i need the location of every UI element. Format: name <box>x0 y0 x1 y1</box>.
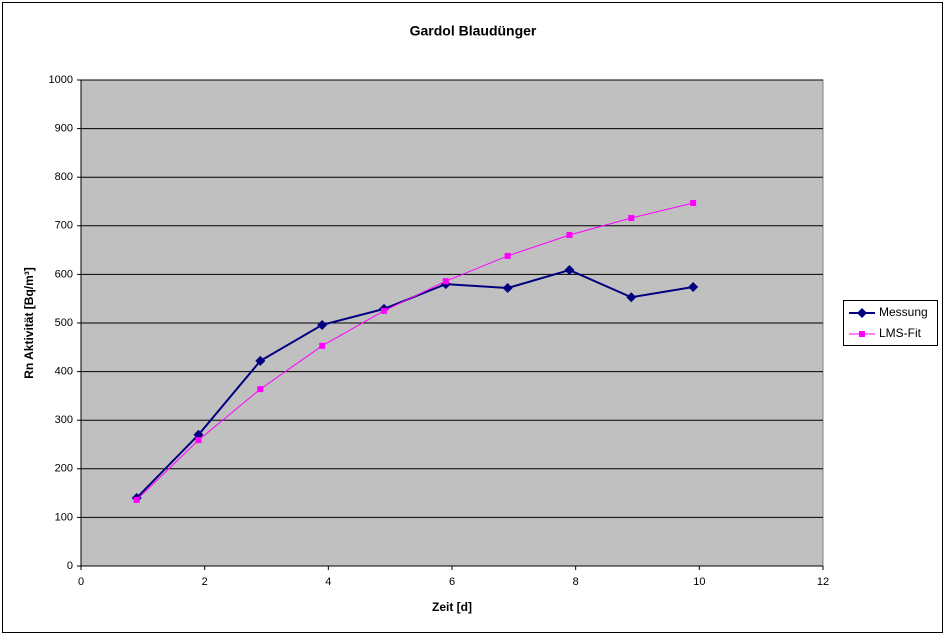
y-tick-label: 500 <box>55 317 73 329</box>
x-tick-label: 0 <box>78 576 84 588</box>
x-tick-label: 2 <box>202 576 208 588</box>
legend-marker <box>859 331 865 337</box>
data-point <box>255 355 266 366</box>
data-point <box>564 265 575 276</box>
data-point <box>380 307 387 314</box>
y-tick-label: 700 <box>55 220 73 232</box>
legend-label: LMS-Fit <box>879 326 922 340</box>
y-tick-label: 900 <box>55 123 73 135</box>
y-tick-label: 100 <box>55 511 73 523</box>
data-point <box>319 342 326 349</box>
series-line <box>136 202 694 501</box>
y-tick-label: 600 <box>55 268 73 280</box>
chart-title: Gardol Blaudünger <box>410 23 537 39</box>
x-axis-label: Zeit [d] <box>432 600 472 614</box>
data-point <box>317 319 328 330</box>
data-point <box>502 283 513 294</box>
legend-marker <box>857 308 867 318</box>
data-point <box>690 199 697 206</box>
data-point <box>257 386 264 393</box>
data-point <box>504 252 511 259</box>
legend-box <box>843 300 938 346</box>
data-point <box>688 282 699 293</box>
data-point <box>442 278 449 285</box>
data-point <box>628 215 635 222</box>
y-tick-label: 200 <box>55 463 73 475</box>
legend-label: Messung <box>879 305 928 319</box>
y-axis-label: Rn Aktivität [Bq/m³] <box>22 267 36 379</box>
data-point <box>626 292 637 303</box>
data-point <box>133 496 140 503</box>
data-point <box>195 437 202 444</box>
y-tick-label: 800 <box>55 171 73 183</box>
y-tick-label: 300 <box>55 414 73 426</box>
x-tick-label: 10 <box>693 576 705 588</box>
x-tick-label: 6 <box>449 576 455 588</box>
y-tick-label: 0 <box>67 560 73 572</box>
data-point <box>566 232 573 239</box>
x-tick-label: 4 <box>325 576 331 588</box>
y-tick-label: 400 <box>55 366 73 378</box>
y-tick-label: 1000 <box>49 74 73 86</box>
x-tick-label: 12 <box>817 576 829 588</box>
x-tick-label: 8 <box>573 576 579 588</box>
